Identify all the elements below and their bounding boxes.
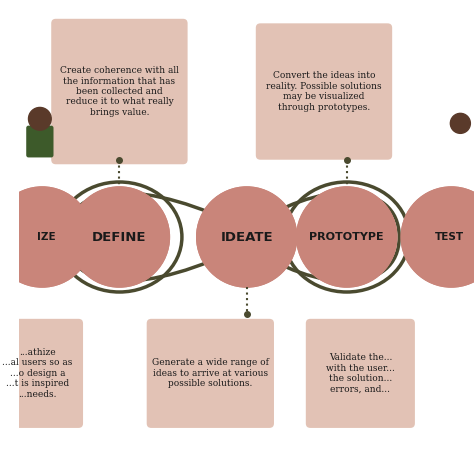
Circle shape [69, 187, 169, 287]
Text: Create coherence with all
the information that has
been collected and
reduce it : Create coherence with all the informatio… [60, 66, 179, 117]
Text: Generate a wide range of
ideas to arrive at various
possible solutions.: Generate a wide range of ideas to arrive… [152, 358, 269, 388]
Text: Convert the ideas into
reality. Possible solutions
may be visualized
through pro: Convert the ideas into reality. Possible… [266, 72, 382, 112]
FancyBboxPatch shape [306, 319, 415, 428]
Text: IZE: IZE [37, 232, 56, 242]
Text: Validate the...
with the user...
the solution...
errors, and...: Validate the... with the user... the sol… [326, 353, 395, 393]
Circle shape [28, 108, 51, 130]
Text: TEST: TEST [435, 232, 464, 242]
Circle shape [297, 187, 397, 287]
Circle shape [450, 113, 470, 133]
Circle shape [297, 187, 397, 287]
Text: IDEATE: IDEATE [220, 230, 273, 244]
Circle shape [197, 187, 297, 287]
Circle shape [401, 187, 474, 287]
Text: ...athize
...al users so as
...o design a
...t is inspired
...needs.: ...athize ...al users so as ...o design … [2, 348, 73, 399]
FancyBboxPatch shape [146, 319, 274, 428]
Text: DEFINE: DEFINE [92, 230, 146, 244]
Circle shape [197, 187, 297, 287]
Circle shape [0, 187, 92, 287]
Circle shape [401, 187, 474, 287]
FancyBboxPatch shape [51, 19, 188, 164]
Text: PROTOTYPE: PROTOTYPE [310, 232, 384, 242]
FancyBboxPatch shape [0, 319, 83, 428]
FancyBboxPatch shape [26, 126, 54, 157]
Circle shape [69, 187, 169, 287]
FancyBboxPatch shape [256, 23, 392, 160]
Circle shape [0, 187, 92, 287]
